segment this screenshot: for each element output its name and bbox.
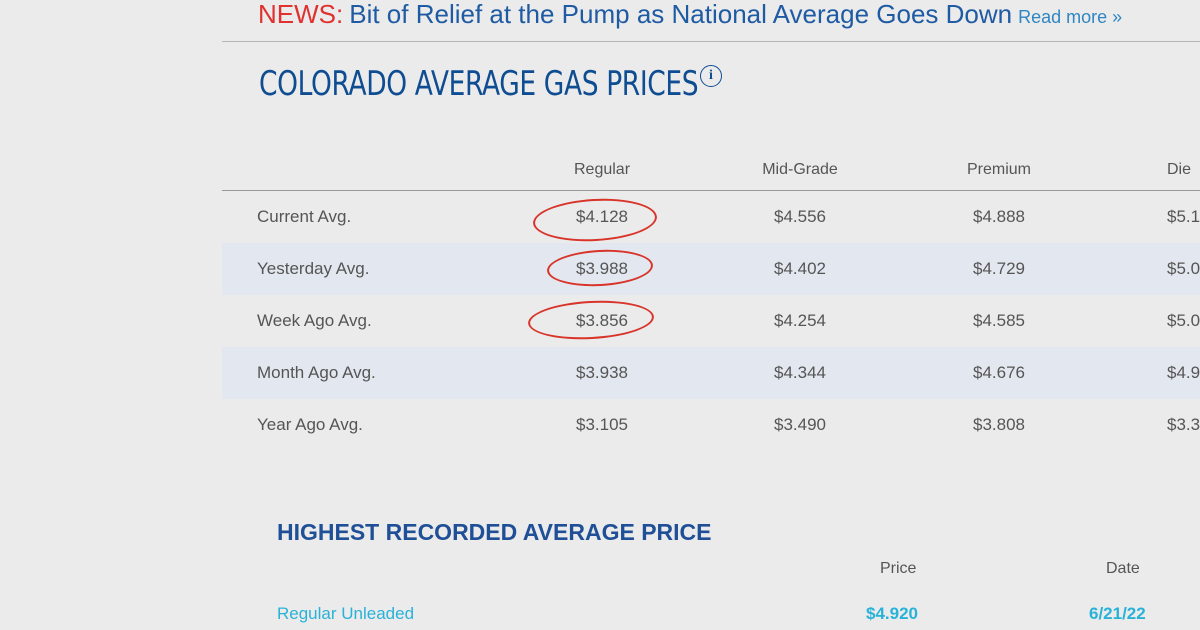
highest-price-value: $4.920 xyxy=(866,604,918,623)
premium-price-cell: $3.808 xyxy=(973,415,1025,434)
premium-price-cell: $4.585 xyxy=(973,311,1025,330)
table-row-yesterday: Yesterday Avg. $3.988 $4.402 $4.729 $5.0 xyxy=(222,243,1200,295)
page-title: COLORADO AVERAGE GAS PRICES xyxy=(259,64,699,104)
column-header-regular: Regular xyxy=(573,161,631,178)
row-label: Week Ago Avg. xyxy=(257,311,372,330)
diesel-price-cell: $5.1 xyxy=(1167,207,1200,226)
news-headline-link[interactable]: Bit of Relief at the Pump as National Av… xyxy=(349,0,1013,29)
midgrade-price-cell: $4.344 xyxy=(774,363,826,382)
news-bar: NEWS: Bit of Relief at the Pump as Nation… xyxy=(258,0,1122,30)
highest-recorded-title: HIGHEST RECORDED AVERAGE PRICE xyxy=(277,519,712,545)
diesel-price-cell: $5.0 xyxy=(1167,311,1200,330)
column-header-diesel: Die xyxy=(1167,161,1192,178)
midgrade-price-cell: $4.556 xyxy=(774,207,826,226)
column-header-premium: Premium xyxy=(966,161,1031,178)
midgrade-price-cell: $3.490 xyxy=(774,415,826,434)
diesel-price-cell: $3.3 xyxy=(1167,415,1200,434)
highest-row-label: Regular Unleaded xyxy=(277,604,415,623)
column-header-midgrade: Mid-Grade xyxy=(762,161,838,178)
premium-price-cell: $4.888 xyxy=(973,207,1025,226)
row-label: Current Avg. xyxy=(257,207,352,226)
table-row-month-ago: Month Ago Avg. $3.938 $4.344 $4.676 $4.9 xyxy=(222,347,1200,399)
regular-price-cell: $3.105 xyxy=(576,415,628,434)
highest-date-column-header: Date xyxy=(1106,560,1140,577)
regular-price-cell: $3.938 xyxy=(576,363,628,382)
news-tag: NEWS: xyxy=(258,0,344,29)
midgrade-price-cell: $4.402 xyxy=(774,259,826,278)
highest-price-column-header: Price xyxy=(880,560,917,577)
read-more-link[interactable]: Read more » xyxy=(1018,7,1123,27)
info-icon[interactable]: i xyxy=(700,65,722,87)
premium-price-cell: $4.729 xyxy=(973,259,1025,278)
table-row-current: Current Avg. $4.128 $4.556 $4.888 $5.1 xyxy=(222,191,1200,243)
table-row-week-ago: Week Ago Avg. $3.856 $4.254 $4.585 $5.0 xyxy=(222,295,1200,347)
highest-date-value: 6/21/22 xyxy=(1089,604,1146,623)
row-label: Yesterday Avg. xyxy=(257,259,370,278)
regular-price-cell: $4.128 xyxy=(576,207,628,226)
table-header-row: Regular Mid-Grade Premium Die xyxy=(222,150,1200,191)
diesel-price-cell: $5.0 xyxy=(1167,259,1200,278)
news-divider xyxy=(222,41,1200,42)
regular-price-cell: $3.988 xyxy=(576,259,628,278)
price-table: Regular Mid-Grade Premium Die Current Av… xyxy=(222,150,1200,451)
midgrade-price-cell: $4.254 xyxy=(774,311,826,330)
row-label: Year Ago Avg. xyxy=(257,415,363,434)
premium-price-cell: $4.676 xyxy=(973,363,1025,382)
table-row-year-ago: Year Ago Avg. $3.105 $3.490 $3.808 $3.3 xyxy=(222,399,1200,451)
diesel-price-cell: $4.9 xyxy=(1167,363,1200,382)
regular-price-cell: $3.856 xyxy=(576,311,628,330)
row-label: Month Ago Avg. xyxy=(257,363,376,382)
